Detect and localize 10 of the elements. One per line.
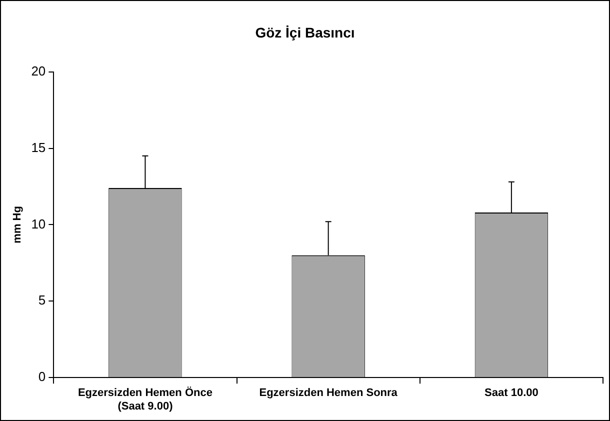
y-tick-label: 15 bbox=[31, 140, 46, 155]
y-tick-label: 0 bbox=[38, 369, 46, 384]
x-tick-label: Egzersizden Hemen Önce (Saat 9.00) bbox=[78, 386, 212, 412]
chart-title: Göz İçi Basıncı bbox=[255, 24, 355, 40]
x-tick-label: Saat 10.00 bbox=[484, 387, 538, 400]
y-tick-label: 10 bbox=[31, 216, 46, 232]
y-tick-label: 20 bbox=[31, 63, 46, 78]
y-tick-label: 5 bbox=[38, 292, 46, 308]
y-axis-title: mm Hg bbox=[12, 206, 24, 244]
x-tick-label: Egzersizden Hemen Sonra bbox=[259, 387, 398, 400]
